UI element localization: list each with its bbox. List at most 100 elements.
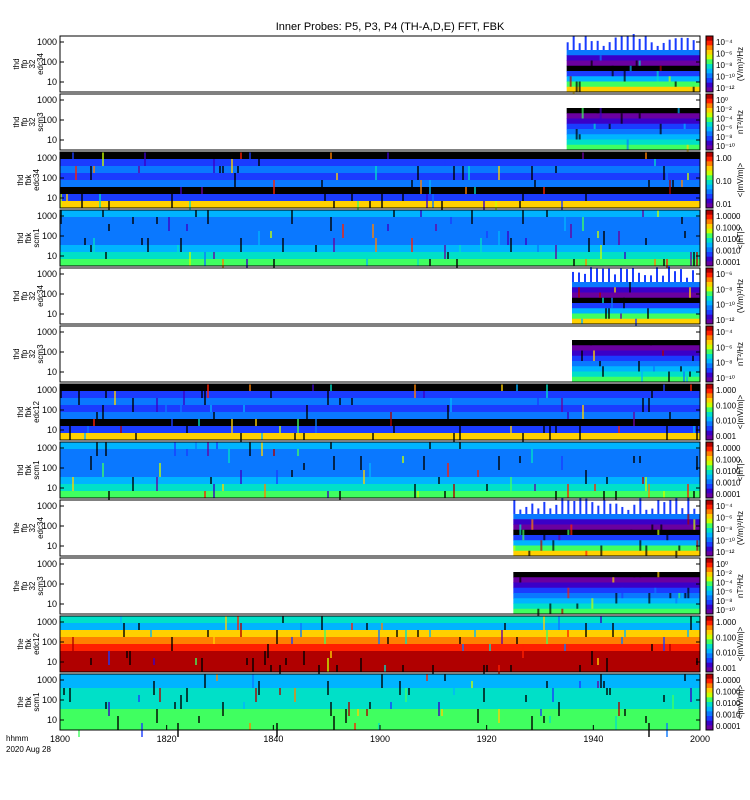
y-tick-label: 1000: [37, 327, 57, 337]
spectrogram-stripe: [204, 391, 206, 405]
spectrogram-stripe: [171, 637, 173, 651]
colorbar-segment: [706, 224, 713, 230]
y-tick-label: 1000: [37, 153, 57, 163]
spectrogram-stripe: [333, 456, 335, 470]
spectrogram-stripe: [582, 152, 584, 159]
spectrogram-spike: [674, 271, 676, 282]
spectrogram-stripe: [453, 166, 455, 180]
spectrogram-stripe: [558, 616, 560, 630]
spectrogram-stripe: [590, 340, 592, 346]
spectrogram-stripe: [129, 651, 131, 665]
colorbar-segment: [706, 706, 713, 712]
spectrogram-stripe: [417, 166, 419, 180]
colorbar-unit: <|mV/m|>: [736, 626, 745, 661]
panel-label-line: the: [12, 580, 21, 592]
spectrogram-stripe: [549, 426, 551, 440]
spectrogram-stripe: [351, 398, 353, 405]
spectrogram-band: [60, 252, 700, 260]
spectrogram-stripe: [429, 259, 431, 266]
spectrogram-stripe: [69, 426, 71, 440]
colorbar-segment: [706, 59, 713, 65]
colorbar-tick-label: 10⁻¹⁰: [716, 537, 735, 546]
spectrogram-stripe: [258, 681, 260, 695]
spectrogram-stripe: [270, 231, 272, 238]
spectrogram-stripe: [315, 245, 317, 252]
spectrogram-spike: [650, 42, 653, 50]
spectrogram-stripe: [387, 152, 389, 159]
spectrogram-stripe: [198, 658, 200, 665]
spectrogram-spike: [693, 508, 696, 514]
y-tick-label: 100: [42, 289, 57, 299]
colorbar-segment: [706, 50, 713, 56]
spectrogram-stripe: [570, 224, 572, 238]
spectrogram-stripe: [645, 238, 647, 245]
spectrogram-stripe: [633, 572, 636, 578]
spectrogram-stripe: [381, 623, 383, 630]
spectrogram-stripe: [402, 456, 404, 463]
spectrogram-stripe: [600, 245, 602, 259]
spectrogram-stripe: [641, 371, 643, 382]
colorbar-segment: [706, 683, 713, 689]
colorbar-tick-label: 0.010: [716, 649, 737, 658]
spectrogram-band: [60, 651, 700, 659]
spectrogram-stripe: [602, 297, 604, 303]
colorbar-tick-label: 10⁻⁶: [716, 588, 732, 597]
colorbar-segment: [706, 219, 713, 225]
panel-frame: [59, 557, 701, 615]
colorbar-unit-label: (V/m)²/Hz: [736, 47, 745, 81]
spectrogram-stripe: [327, 658, 329, 672]
panel-label: the ffp 32 edc34: [12, 517, 45, 539]
colorbar-segment: [706, 189, 713, 195]
spectrogram-stripe: [510, 426, 512, 433]
spectrogram-band: [572, 297, 700, 304]
colorbar-segment: [706, 368, 713, 374]
spectrogram-stripe: [393, 419, 395, 433]
colorbar-unit: <|mV/m|>: [736, 394, 745, 429]
spectrogram-stripe: [102, 152, 104, 166]
spectrogram-stripe: [330, 152, 332, 159]
spectrogram-stripe: [366, 259, 368, 266]
spectrogram-stripe: [291, 637, 293, 644]
spectrogram-stripe: [336, 665, 338, 672]
panel-frame: [59, 151, 701, 209]
spectrogram-stripe: [264, 651, 266, 665]
spectrogram-stripe: [477, 709, 479, 723]
spectrogram-stripe: [615, 716, 617, 730]
spectrogram-stripe: [567, 630, 569, 637]
spectrogram-band: [513, 514, 700, 520]
panel-label-line: thd: [12, 116, 21, 127]
spectrogram-stripe: [674, 81, 677, 87]
spectrogram-stripe: [324, 194, 326, 201]
spectrogram-stripe: [648, 180, 650, 187]
spectrogram-data: [566, 108, 700, 156]
spectrogram-stripe: [219, 166, 221, 173]
colorbar-segment: [706, 416, 713, 422]
colorbar-segment: [706, 609, 713, 615]
spectrogram-band: [513, 550, 700, 557]
spectrogram-stripe: [615, 593, 618, 604]
spectrogram-stripe: [228, 187, 230, 194]
spectrogram-stripe: [683, 123, 686, 129]
colorbar-segment: [706, 435, 713, 441]
spectrogram-stripe: [84, 152, 86, 159]
colorbar-frame: [705, 35, 714, 93]
spectrogram-stripe: [666, 535, 669, 541]
colorbar-segment: [706, 40, 713, 46]
colorbar-segment: [706, 252, 713, 258]
colorbar-segment: [706, 73, 713, 79]
spectrogram-stripe: [668, 371, 670, 382]
spectrogram-stripe: [624, 709, 626, 716]
spectrogram-stripe: [243, 405, 245, 412]
colorbar-segment: [706, 662, 713, 668]
colorbar-segment: [706, 716, 713, 722]
colorbar-segment: [706, 78, 713, 84]
panel-frame: [59, 441, 701, 499]
spectrogram-stripe: [597, 658, 599, 665]
spectrogram-stripe: [258, 231, 260, 245]
spectrogram-stripe: [650, 340, 652, 346]
colorbar-segment: [706, 330, 713, 336]
spectrogram-stripe: [504, 623, 506, 630]
spectrogram-spike: [668, 39, 671, 50]
spectrogram-stripe: [294, 688, 296, 702]
